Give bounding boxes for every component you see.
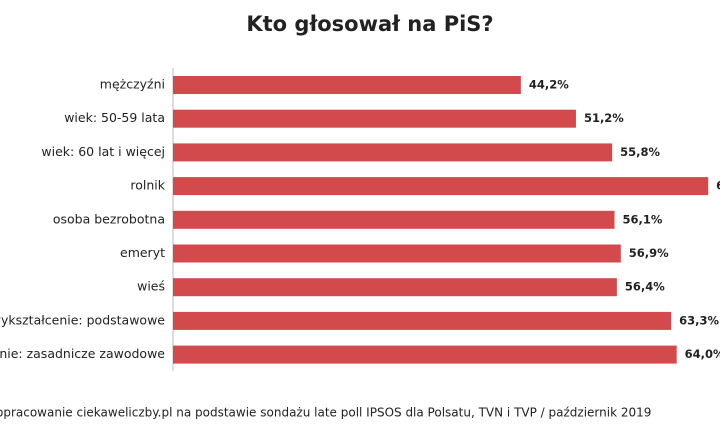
bar — [173, 109, 576, 128]
bar — [173, 244, 621, 263]
category-label: osoba bezrobotna — [53, 211, 165, 226]
category-label: emeryt — [120, 245, 165, 260]
source-note: opracowanie ciekaweliczby.pl na podstawi… — [0, 406, 651, 420]
bar — [173, 210, 615, 229]
bar — [173, 143, 613, 162]
value-label: 63,3% — [679, 313, 719, 327]
value-label: 68,0% — [716, 179, 720, 193]
bar — [173, 177, 709, 196]
category-label: wykształcenie: podstawowe — [0, 312, 165, 327]
value-label: 56,4% — [625, 280, 665, 294]
value-label: 55,8% — [620, 145, 660, 159]
category-label: wiek: 60 lat i więcej — [41, 144, 165, 159]
value-label: 51,2% — [584, 111, 624, 125]
bar — [173, 278, 617, 297]
value-label: 44,2% — [529, 78, 569, 92]
value-label: 56,1% — [623, 212, 663, 226]
bar — [173, 345, 677, 364]
category-label: rolnik — [130, 178, 165, 193]
bar — [173, 311, 672, 330]
category-label: wieś — [137, 279, 165, 294]
value-label: 64,0% — [685, 347, 720, 361]
category-label: wykształcenie: zasadnicze zawodowe — [0, 346, 165, 361]
bar — [173, 76, 521, 94]
chart-title: Kto głosował na PiS? — [246, 12, 493, 36]
value-label: 56,9% — [629, 246, 669, 260]
category-label: mężczyźni — [100, 77, 165, 92]
category-label: wiek: 50-59 lata — [64, 110, 165, 125]
